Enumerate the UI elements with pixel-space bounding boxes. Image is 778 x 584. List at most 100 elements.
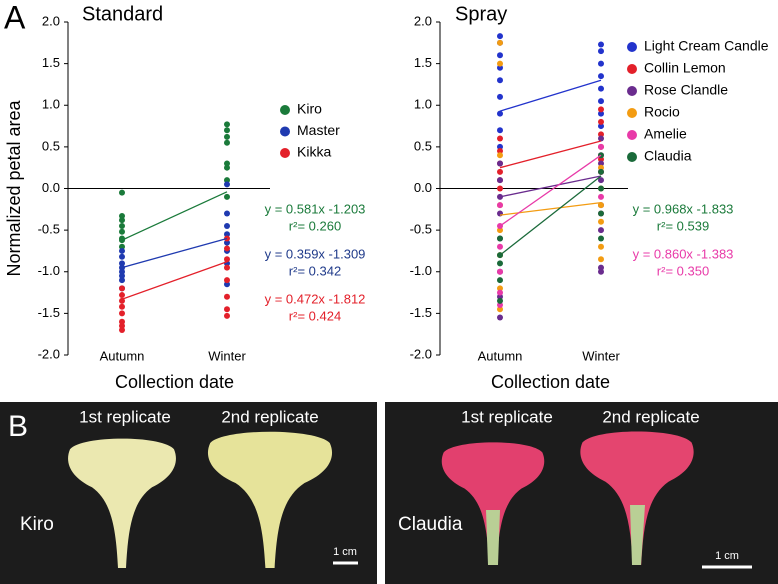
y-tick-label: 1.5: [414, 55, 432, 70]
data-point: [224, 239, 230, 246]
data-point: [598, 227, 604, 234]
data-point: [497, 210, 503, 217]
data-point: [119, 243, 125, 250]
data-point: [598, 48, 604, 55]
data-point: [598, 98, 604, 105]
stem: [486, 510, 500, 565]
mean-line: [499, 175, 602, 256]
chart-title: Standard: [82, 3, 163, 25]
data-point: [598, 143, 604, 150]
legend-label: Rose Clandle: [644, 82, 728, 98]
equation: y = 0.359x -1.309: [265, 246, 366, 261]
panel-label: A: [4, 0, 26, 35]
legend-label: Light Cream Candle: [644, 38, 769, 54]
data-point: [224, 181, 230, 188]
data-point: [598, 123, 604, 130]
equation: r²= 0.539: [657, 218, 709, 233]
data-point: [598, 256, 604, 263]
data-point: [497, 39, 503, 46]
data-point: [497, 152, 503, 159]
y-tick-label: 0.0: [414, 180, 432, 195]
legend-label: Claudia: [644, 148, 692, 164]
data-point: [598, 131, 604, 138]
legend-label: Rocio: [644, 104, 680, 120]
data-point: [119, 292, 125, 299]
data-point: [119, 310, 125, 317]
data-point: [598, 60, 604, 67]
data-point: [224, 210, 230, 217]
legend-marker: [627, 108, 637, 118]
data-point: [497, 293, 503, 300]
mean-line: [499, 154, 602, 227]
y-tick-label: 2.0: [414, 13, 432, 28]
data-point: [598, 218, 604, 225]
equation: y = 0.860x -1.383: [633, 246, 734, 261]
equation: y = 0.472x -1.812: [265, 291, 366, 306]
data-point: [598, 264, 604, 271]
data-point: [598, 185, 604, 192]
data-point: [224, 312, 230, 319]
legend-label: Master: [297, 122, 340, 138]
variety-label: Claudia: [398, 514, 463, 535]
data-point: [224, 281, 230, 288]
data-point: [119, 268, 125, 275]
data-point: [598, 156, 604, 163]
y-tick-label: 1.0: [414, 97, 432, 112]
data-point: [497, 52, 503, 59]
data-point: [497, 314, 503, 321]
x-axis-label: Collection date: [491, 372, 610, 392]
data-point: [598, 202, 604, 209]
y-tick-label: 1.0: [42, 97, 60, 112]
data-point: [497, 297, 503, 304]
chart-title: Spray: [455, 3, 507, 25]
data-point: [497, 60, 503, 67]
mean-line: [499, 202, 602, 216]
data-point: [598, 135, 604, 142]
data-point: [119, 285, 125, 292]
data-point: [224, 245, 230, 252]
data-point: [598, 118, 604, 125]
y-tick-label: -1.0: [38, 263, 60, 278]
data-point: [497, 306, 503, 313]
scale-label: 1 cm: [715, 550, 739, 562]
data-point: [119, 247, 125, 254]
replicate-label: 2nd replicate: [602, 407, 699, 426]
y-tick-label: 0.0: [42, 180, 60, 195]
data-point: [119, 253, 125, 260]
y-tick-label: -0.5: [410, 222, 432, 237]
variety-label: Kiro: [20, 514, 54, 535]
data-point: [224, 277, 230, 284]
x-tick-label: Autumn: [100, 348, 145, 363]
data-point: [224, 293, 230, 300]
data-point: [119, 303, 125, 310]
data-point: [497, 268, 503, 275]
data-point: [497, 64, 503, 71]
equation: y = 0.581x -1.203: [265, 201, 366, 216]
data-point: [598, 164, 604, 171]
legend-marker: [627, 42, 637, 52]
y-tick-label: 0.5: [414, 138, 432, 153]
legend-label: Kikka: [297, 144, 331, 160]
y-tick-label: -1.0: [410, 263, 432, 278]
data-point: [224, 306, 230, 313]
mean-line: [121, 191, 228, 241]
data-point: [497, 135, 503, 142]
data-point: [497, 168, 503, 175]
panel-label: B: [8, 410, 28, 443]
mean-line: [121, 237, 228, 269]
mean-line: [499, 79, 602, 112]
legend-marker: [627, 86, 637, 96]
legend-marker: [627, 152, 637, 162]
equation: r²= 0.342: [289, 263, 341, 278]
x-tick-label: Winter: [208, 348, 246, 363]
data-point: [119, 272, 125, 279]
data-point: [119, 217, 125, 224]
data-point: [119, 318, 125, 325]
data-point: [497, 160, 503, 167]
data-point: [224, 222, 230, 229]
y-tick-label: -2.0: [410, 346, 432, 361]
data-point: [497, 185, 503, 192]
replicate-label: 1st replicate: [461, 407, 553, 426]
